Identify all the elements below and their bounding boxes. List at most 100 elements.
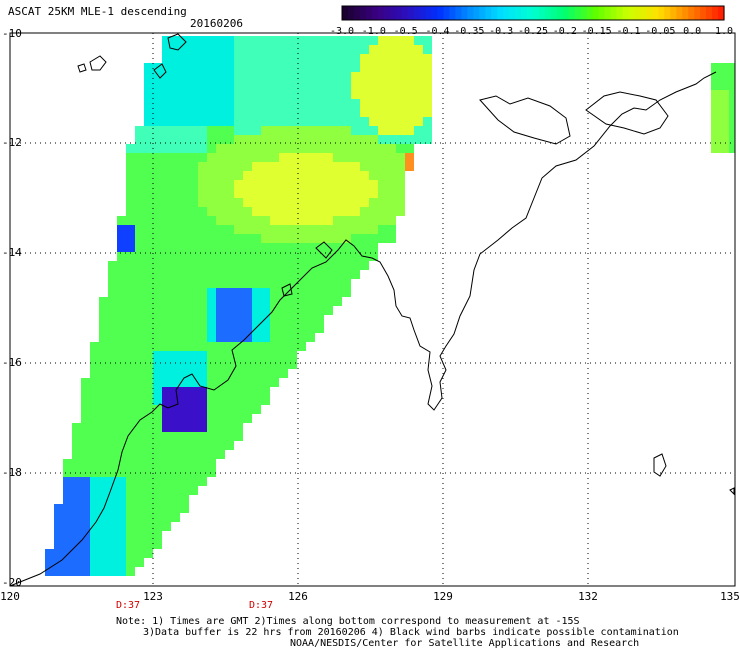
swath-cell — [216, 72, 225, 81]
swath-cell — [306, 189, 315, 198]
swath-cell — [360, 189, 369, 198]
colorbar-label: -0.3 — [489, 26, 514, 37]
swath-cell — [297, 144, 306, 153]
swath-cell — [162, 513, 171, 522]
note-line-3: NOAA/NESDIS/Center for Satellite Applica… — [290, 638, 640, 649]
swath-cell — [189, 486, 198, 495]
swath-cell — [198, 189, 207, 198]
colorbar-segment — [431, 6, 439, 20]
swath-cell — [342, 45, 351, 54]
swath-cell — [135, 549, 144, 558]
swath-cell — [171, 495, 180, 504]
swath-cell — [189, 90, 198, 99]
swath-cell — [315, 171, 324, 180]
swath-cell — [297, 342, 306, 351]
swath-cell — [342, 189, 351, 198]
swath-cell — [90, 360, 99, 369]
swath-cell — [135, 225, 144, 234]
swath-cell — [306, 54, 315, 63]
swath-cell — [180, 423, 189, 432]
swath-cell — [216, 288, 225, 297]
swath-cell — [225, 99, 234, 108]
swath-cell — [711, 90, 720, 99]
swath-cell — [216, 126, 225, 135]
swath-cell — [153, 261, 162, 270]
swath-cell — [207, 279, 216, 288]
swath-cell — [423, 81, 432, 90]
swath-cell — [315, 99, 324, 108]
swath-cell — [378, 135, 387, 144]
swath-cell — [189, 216, 198, 225]
swath-cell — [720, 135, 729, 144]
swath-cell — [369, 81, 378, 90]
swath-cell — [180, 432, 189, 441]
swath-cell — [270, 54, 279, 63]
colorbar-segment — [533, 6, 540, 20]
swath-cell — [270, 198, 279, 207]
swath-cell — [711, 99, 720, 108]
swath-cell — [306, 153, 315, 162]
swath-cell — [180, 495, 189, 504]
swath-cell — [99, 477, 108, 486]
swath-cell — [54, 531, 63, 540]
swath-cell — [189, 135, 198, 144]
swath-cell — [153, 279, 162, 288]
swath-cell — [153, 108, 162, 117]
swath-cell — [234, 99, 243, 108]
swath-cell — [108, 432, 117, 441]
swath-cell — [171, 315, 180, 324]
swath-cell — [369, 63, 378, 72]
swath-cell — [180, 171, 189, 180]
swath-cell — [180, 162, 189, 171]
swath-cell — [198, 117, 207, 126]
swath-cell — [243, 396, 252, 405]
colorbar-segment — [574, 6, 582, 20]
swath-cell — [171, 369, 180, 378]
swath-cell — [117, 495, 126, 504]
swath-cell — [261, 81, 270, 90]
swath-cell — [225, 387, 234, 396]
swath-cell — [333, 135, 342, 144]
swath-cell — [333, 216, 342, 225]
swath-cell — [252, 54, 261, 63]
swath-cell — [261, 135, 270, 144]
swath-cell — [243, 36, 252, 45]
swath-cell — [315, 252, 324, 261]
swath-cell — [234, 81, 243, 90]
swath-cell — [198, 63, 207, 72]
swath-cell — [54, 540, 63, 549]
swath-cell — [261, 126, 270, 135]
swath-cell — [108, 504, 117, 513]
swath-cell — [297, 207, 306, 216]
swath-cell — [297, 270, 306, 279]
swath-cell — [279, 45, 288, 54]
swath-cell — [225, 342, 234, 351]
swath-cell — [198, 405, 207, 414]
swath-cell — [387, 207, 396, 216]
swath-cell — [108, 423, 117, 432]
swath-cell — [126, 234, 135, 243]
swath-cell — [342, 180, 351, 189]
swath-cell — [198, 396, 207, 405]
swath-cell — [189, 423, 198, 432]
swath-cell — [171, 513, 180, 522]
swath-cell — [63, 531, 72, 540]
colorbar-segment — [682, 6, 689, 20]
swath-cell — [153, 135, 162, 144]
swath-cell — [279, 324, 288, 333]
swath-cell — [198, 234, 207, 243]
swath-cell — [288, 153, 297, 162]
swath-cell — [207, 252, 216, 261]
swath-cell — [333, 189, 342, 198]
swath-cell — [414, 108, 423, 117]
swath-cell — [405, 144, 414, 153]
swath-cell — [270, 153, 279, 162]
swath-cell — [711, 72, 720, 81]
swath-cell — [144, 504, 153, 513]
swath-cell — [207, 441, 216, 450]
swath-cell — [387, 36, 396, 45]
swath-cell — [153, 378, 162, 387]
swath-cell — [315, 324, 324, 333]
swath-cell — [198, 477, 207, 486]
swath-cell — [171, 459, 180, 468]
